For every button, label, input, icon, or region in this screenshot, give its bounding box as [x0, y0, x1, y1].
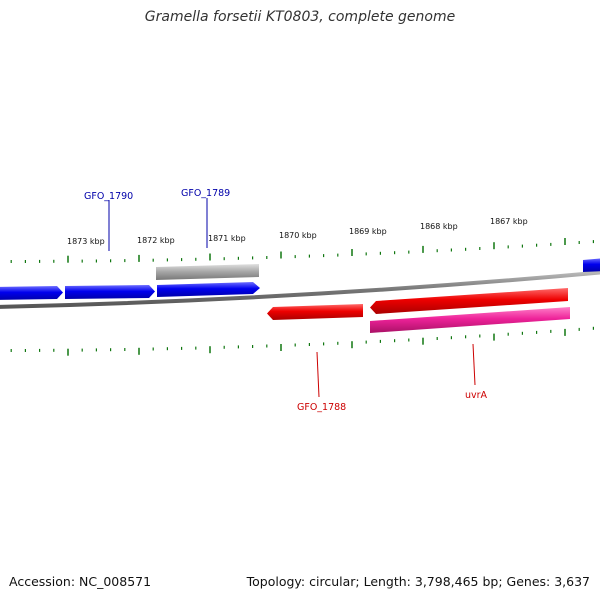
ruler-label-1871: 1871 kbp [208, 234, 246, 243]
page-title: Gramella forsetii KT0803, complete genom… [144, 9, 456, 25]
gene-forward-left[interactable] [0, 286, 63, 300]
outer-tick-ruler [10, 238, 595, 263]
gene-gfo-1788[interactable] [267, 304, 363, 320]
ruler-label-1873: 1873 kbp [67, 237, 105, 246]
label-line-uvra [472, 343, 476, 386]
gene-label-gfo-1790: GFO_1790 [84, 191, 133, 202]
pink-feature[interactable] [370, 307, 570, 333]
gene-gfo-1790[interactable] [65, 285, 155, 299]
genome-stats-text: Topology: circular; Length: 3,798,465 bp… [246, 574, 590, 589]
gene-label-gfo-1789: GFO_1789 [181, 188, 230, 199]
accession-text: Accession: NC_008571 [9, 574, 152, 589]
gene-label-gfo-1788: GFO_1788 [297, 402, 346, 413]
gene-uvra[interactable] [370, 288, 568, 314]
inner-tick-ruler [10, 326, 595, 356]
gene-label-uvra: uvrA [465, 390, 488, 401]
grey-feature[interactable] [156, 264, 259, 280]
ruler-label-1872: 1872 kbp [137, 236, 175, 245]
ruler-label-1870: 1870 kbp [279, 231, 317, 240]
gene-gfo-1789[interactable] [157, 282, 260, 297]
genome-backbone [0, 270, 600, 309]
ruler-label-1869: 1869 kbp [349, 227, 387, 236]
label-line-gfo-1788 [316, 351, 320, 398]
ruler-label-1867: 1867 kbp [490, 217, 528, 226]
ruler-label-1868: 1868 kbp [420, 222, 458, 231]
gene-forward-right[interactable] [583, 258, 600, 272]
